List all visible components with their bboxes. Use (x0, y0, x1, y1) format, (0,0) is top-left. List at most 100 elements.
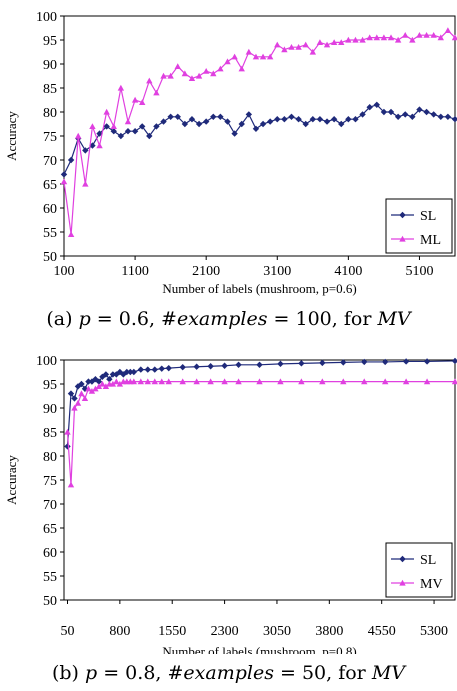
x-tick-label-b-4: 3050 (263, 624, 291, 639)
y-tick-label-a-2: 60 (43, 202, 57, 217)
point-a-sl-3 (82, 147, 89, 154)
point-a-ml-28 (259, 53, 267, 60)
y-tick-label-a-1: 55 (43, 226, 57, 241)
legend-marker-b-1 (399, 579, 406, 586)
y-tick-label-b-1: 55 (43, 570, 57, 585)
point-b-sl-27 (207, 363, 214, 370)
point-a-ml-23 (224, 58, 231, 65)
point-a-ml-17 (181, 70, 189, 77)
legend-a: SL ML (385, 198, 453, 254)
point-b-mv-31 (277, 378, 284, 385)
y-tick-label-b-6: 80 (43, 450, 57, 465)
caption-a-examples: #examples (161, 308, 268, 330)
legend-box-a (385, 198, 453, 254)
point-a-ml-3 (82, 180, 89, 187)
x-tick-label-b-2: 1550 (158, 624, 186, 639)
point-a-ml-50 (416, 32, 423, 38)
point-a-sl-8 (117, 132, 125, 140)
y-tick-label-a-3: 65 (43, 178, 57, 193)
y-tick-label-a-8: 90 (43, 58, 57, 73)
point-a-sl-11 (139, 123, 146, 130)
point-a-ml-37 (323, 41, 331, 48)
point-b-sl-31 (277, 360, 284, 368)
point-a-sl-50 (416, 106, 423, 113)
point-b-sl-38 (423, 358, 431, 365)
point-a-sl-28 (259, 120, 267, 128)
point-a-sl-22 (217, 113, 224, 120)
legend-label-b-1: MV (420, 577, 443, 592)
point-b-mv-3 (74, 400, 82, 406)
point-a-ml-7 (110, 123, 117, 129)
point-b-sl-36 (381, 358, 389, 366)
point-a-sl-35 (309, 116, 317, 123)
x-tick-label-b-0: 50 (60, 624, 74, 639)
point-a-sl-54 (444, 113, 452, 120)
point-a-sl-21 (210, 113, 217, 120)
x-tick-label-a-2: 2100 (192, 264, 220, 279)
point-a-ml-21 (210, 70, 217, 77)
point-b-sl-24 (165, 364, 172, 372)
point-b-sl-23 (158, 365, 165, 372)
point-a-ml-49 (409, 36, 416, 43)
x-tick-label-b-5: 3800 (315, 624, 343, 639)
point-a-sl-18 (188, 116, 196, 123)
point-a-sl-16 (174, 113, 181, 120)
point-a-sl-42 (359, 111, 366, 118)
point-b-sl-37 (402, 358, 410, 365)
point-a-ml-25 (238, 65, 245, 72)
caption-b-eq: = 0.8, (97, 662, 168, 684)
series-line-b-mv (66, 380, 455, 485)
point-b-mv-37 (402, 378, 410, 385)
caption-b-method: MV (371, 662, 405, 684)
point-a-ml-46 (387, 34, 395, 41)
point-a-sl-31 (281, 116, 288, 123)
point-b-mv-14 (113, 378, 120, 385)
point-a-sl-29 (266, 118, 274, 125)
point-b-mv-1 (67, 481, 75, 488)
point-b-sl-6 (85, 378, 92, 385)
point-b-sl-11 (102, 371, 110, 378)
point-b-mv-19 (130, 378, 138, 385)
point-a-sl-20 (202, 118, 210, 125)
point-b-sl-30 (256, 361, 263, 368)
point-a-ml-40 (345, 36, 352, 43)
point-b-sl-35 (361, 358, 368, 366)
point-a-ml-15 (167, 72, 174, 79)
point-a-sl-44 (373, 101, 380, 108)
legend-label-a-1: ML (420, 233, 441, 248)
point-b-sl-12 (106, 376, 113, 383)
point-b-mv-20 (137, 378, 145, 385)
point-a-ml-47 (394, 36, 402, 43)
point-a-sl-36 (316, 116, 324, 123)
point-a-ml-22 (217, 65, 224, 72)
point-b-sl-21 (144, 366, 151, 373)
caption-a-method: MV (377, 308, 411, 330)
point-b-sl-19 (130, 368, 138, 376)
point-b-sl-22 (151, 366, 158, 373)
point-a-ml-20 (202, 68, 210, 74)
y-tick-label-b-4: 70 (43, 498, 57, 513)
point-a-ml-33 (295, 44, 302, 50)
point-b-sl-17 (123, 368, 131, 376)
point-b-mv-8 (92, 385, 99, 392)
point-b-sl-34 (340, 359, 347, 366)
point-b-mv-27 (207, 378, 214, 385)
y-axis-label-a: Accuracy (4, 111, 19, 161)
point-a-sl-43 (366, 104, 373, 111)
point-a-sl-6 (103, 123, 110, 130)
y-tick-label-b-10: 100 (36, 354, 57, 369)
point-a-sl-37 (323, 118, 331, 125)
point-a-sl-13 (153, 123, 160, 130)
caption-b-eq2: = 50, for (273, 662, 372, 684)
point-a-ml-55 (451, 34, 457, 41)
y-tick-label-b-2: 60 (43, 546, 57, 561)
point-a-ml-10 (131, 96, 139, 103)
point-a-ml-18 (188, 75, 196, 81)
x-tick-label-b-6: 4550 (368, 624, 396, 639)
point-a-sl-33 (295, 116, 302, 123)
point-a-ml-48 (402, 32, 409, 38)
y-tick-label-a-9: 95 (43, 34, 57, 49)
point-a-ml-19 (195, 72, 203, 79)
point-b-mv-24 (165, 378, 172, 385)
point-a-sl-51 (423, 108, 430, 116)
